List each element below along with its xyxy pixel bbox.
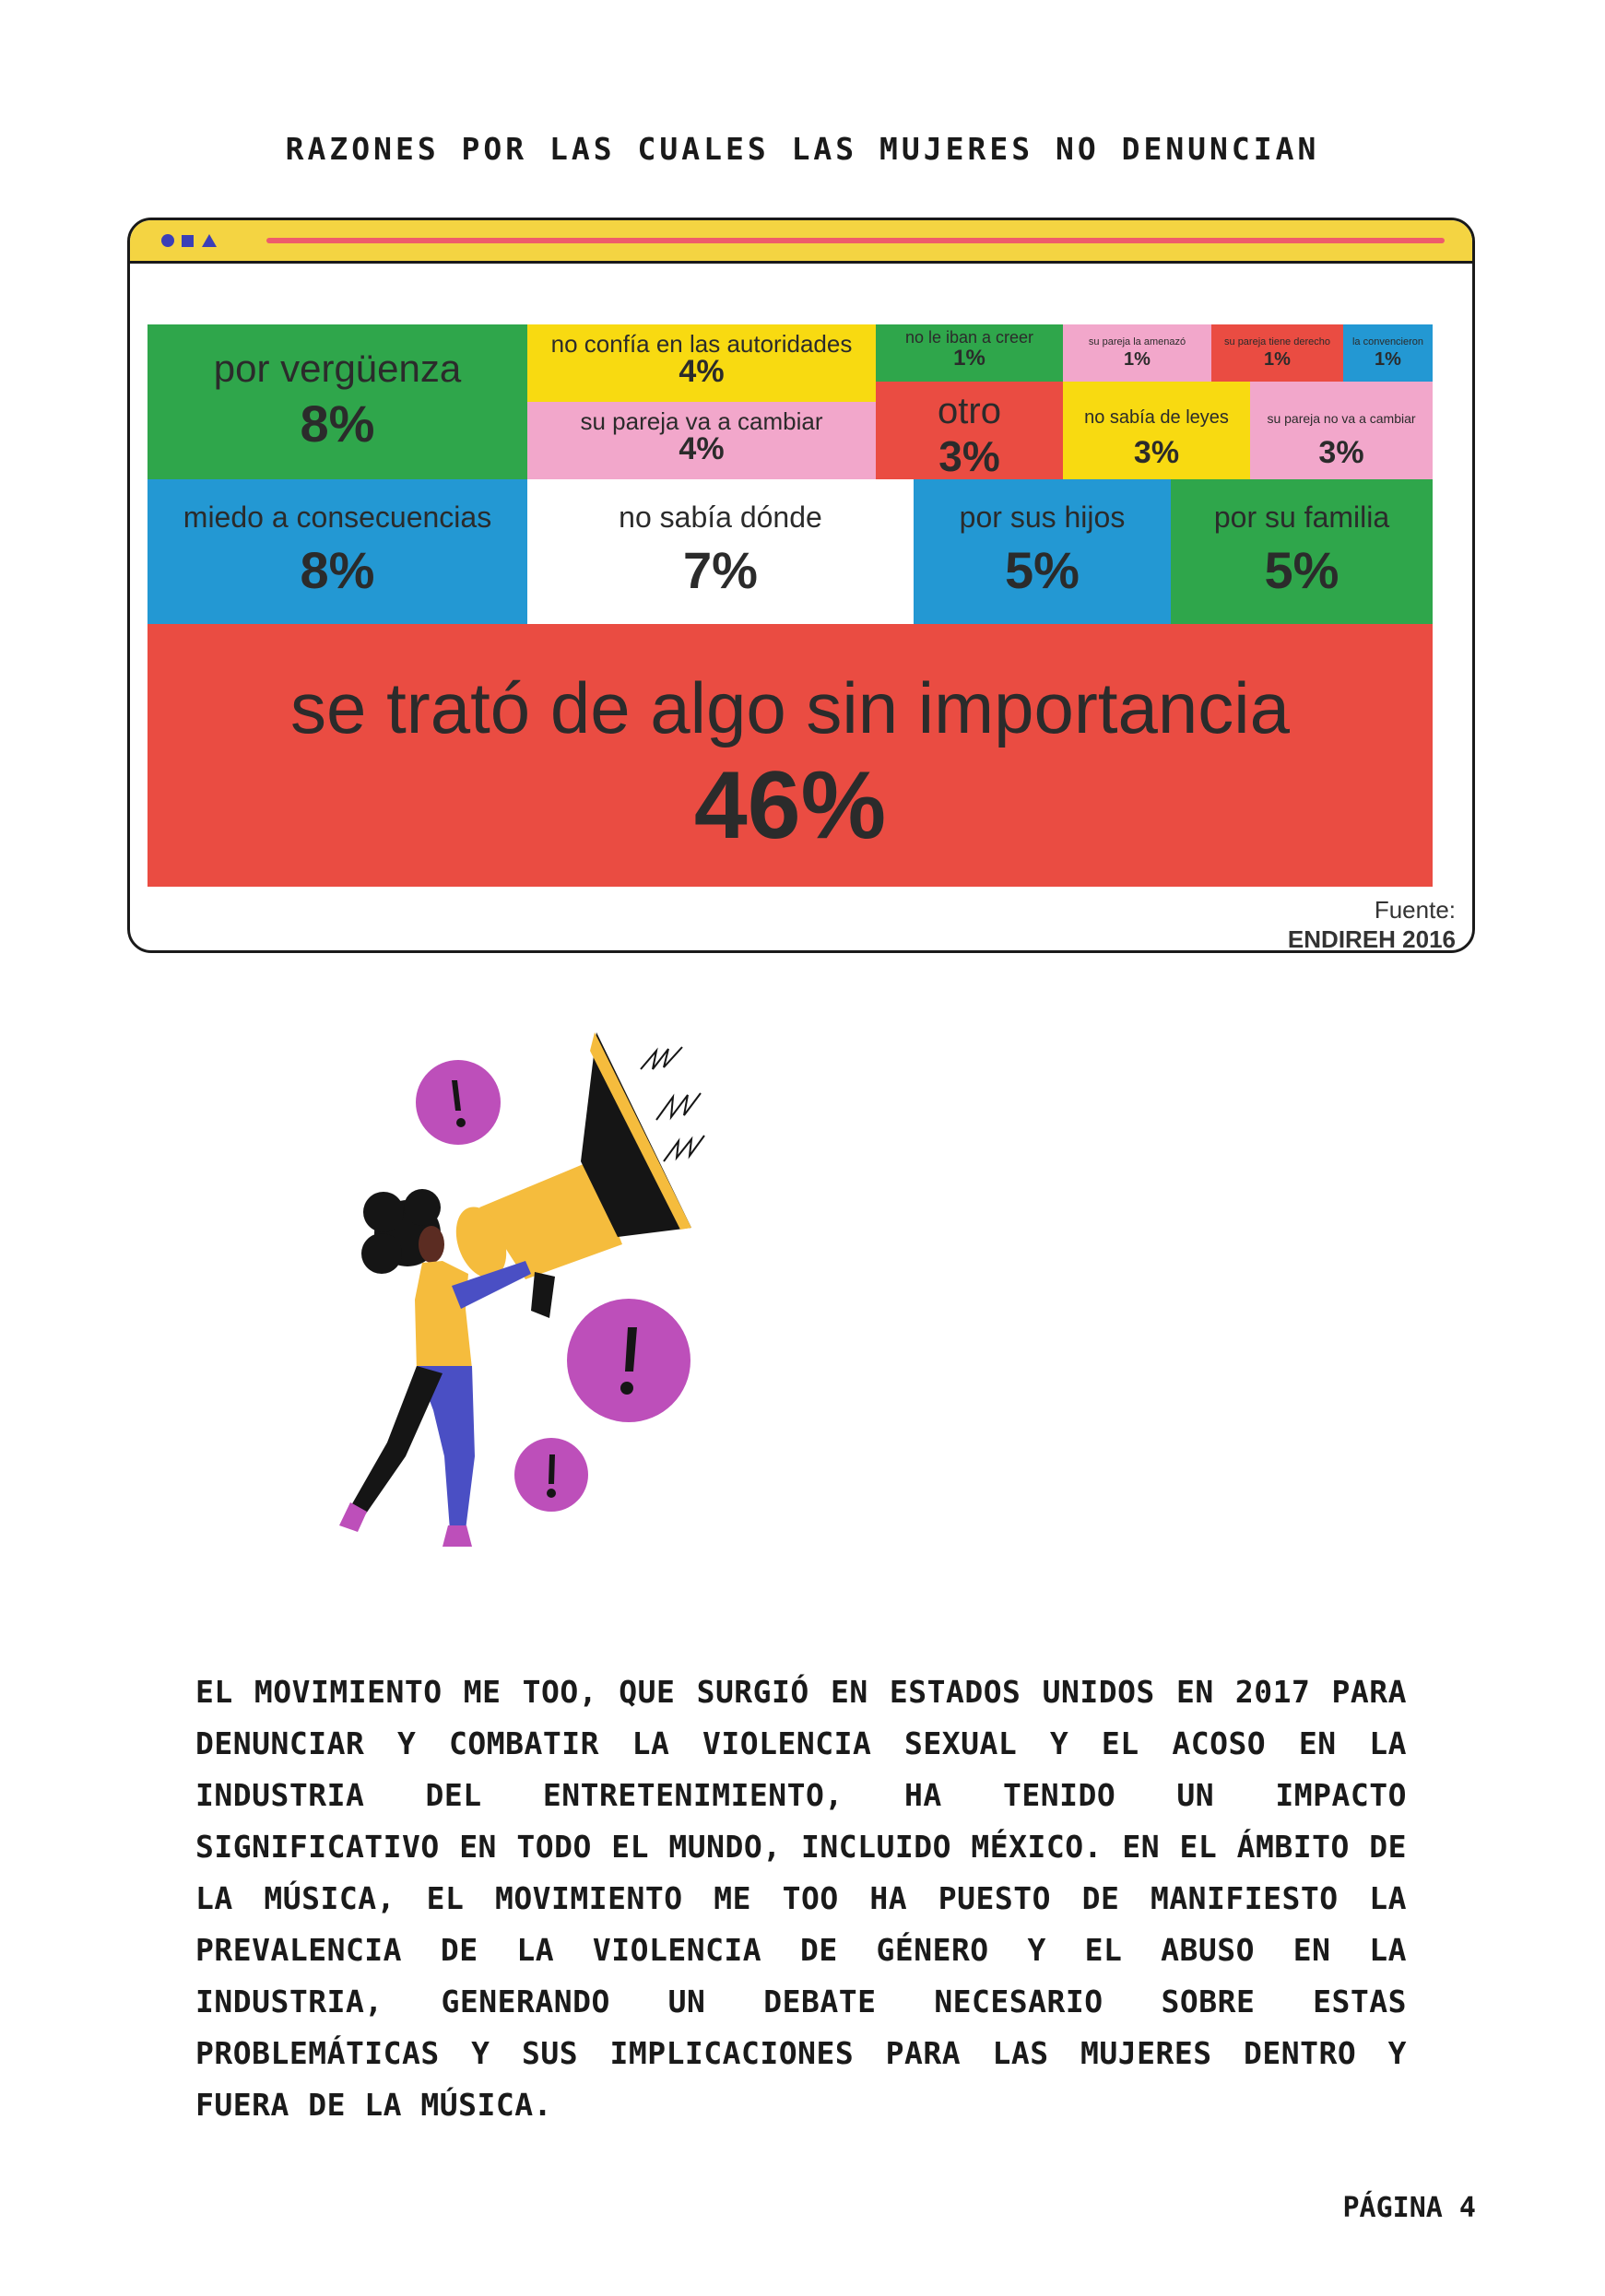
treemap-value: 8% xyxy=(301,394,375,453)
treemap-label: se trató de algo sin importancia xyxy=(290,667,1291,748)
treemap-label: por su familia xyxy=(1214,500,1390,534)
page-number: PÁGINA 4 xyxy=(1342,2192,1477,2224)
treemap-label: no sabía de leyes xyxy=(1084,407,1229,428)
treemap-value: 5% xyxy=(1265,541,1339,599)
treemap-tile-no-sabia-donde xyxy=(527,479,914,624)
treemap-value: 46% xyxy=(694,752,886,859)
treemap-label: otro xyxy=(938,391,1001,431)
treemap-label: no le iban a creer xyxy=(905,328,1033,347)
treemap-tile-su-pareja-va-a-cambiar xyxy=(527,402,876,479)
treemap-tile-por-sus-hijos xyxy=(914,479,1171,624)
treemap-value: 1% xyxy=(1124,349,1151,370)
treemap-label: su pareja no va a cambiar xyxy=(1267,411,1415,426)
square-icon xyxy=(182,235,194,247)
woman-figure xyxy=(339,1189,531,1547)
treemap-label: su pareja tiene derecho xyxy=(1224,336,1330,347)
window-title-bar xyxy=(130,220,1472,264)
treemap-value: 8% xyxy=(301,541,375,599)
woman-megaphone-illustration xyxy=(339,1032,705,1547)
treemap-label: su pareja la amenazó xyxy=(1089,336,1186,347)
treemap-tile-no-confia-en-las-autoridades xyxy=(527,324,876,402)
treemap-tile-otro xyxy=(876,382,1063,479)
treemap-value: 3% xyxy=(1134,435,1179,470)
treemap-tile-se-trato-de-algo-sin-importancia xyxy=(148,624,1433,887)
treemap-tile-miedo-a-consecuencias xyxy=(148,479,527,624)
treemap-tile-la-convencieron xyxy=(1343,324,1433,382)
exclamation-bubble-icon xyxy=(567,1299,690,1422)
treemap-tile-su-pareja-tiene-derecho xyxy=(1211,324,1343,382)
treemap-tile-no-sabia-de-leyes xyxy=(1063,382,1250,479)
treemap-label: no sabía dónde xyxy=(619,500,822,534)
treemap-value: 1% xyxy=(1264,349,1291,370)
treemap-label: por sus hijos xyxy=(960,500,1126,534)
title-bar-line xyxy=(266,238,1445,243)
treemap-value: 3% xyxy=(1318,435,1363,470)
megaphone-icon xyxy=(455,1032,691,1318)
source-value: ENDIREH 2016 xyxy=(1287,925,1456,953)
treemap-value: 5% xyxy=(1005,541,1080,599)
treemap-value: 1% xyxy=(953,346,985,371)
treemap-label: miedo a consecuencias xyxy=(183,500,491,534)
treemap-value: 3% xyxy=(938,432,999,480)
treemap-tile-por-su-familia xyxy=(1171,479,1433,624)
triangle-icon xyxy=(202,234,217,247)
treemap-tile-por-verguenza xyxy=(148,324,527,479)
treemap-label: no confía en las autoridades xyxy=(551,330,853,358)
treemap-tile-su-pareja-la-amenazo xyxy=(1063,324,1211,382)
exclamation-bubble-icon xyxy=(416,1060,501,1145)
sound-wave-icon xyxy=(640,1046,705,1162)
circle-icon xyxy=(161,234,174,247)
exclamation-bubble-icon xyxy=(514,1438,588,1512)
treemap-value: 7% xyxy=(683,541,758,599)
treemap-tile-su-pareja-no-va-a-cambiar xyxy=(1250,382,1433,479)
source-label: Fuente: xyxy=(1374,896,1456,924)
treemap-tile-no-le-iban-a-creer xyxy=(876,324,1063,382)
treemap-value: 4% xyxy=(679,431,724,466)
page-title: RAZONES POR LAS CUALES LAS MUJERES NO DE… xyxy=(285,131,1320,167)
treemap-value: 1% xyxy=(1375,349,1401,370)
treemap-value: 4% xyxy=(679,354,724,389)
treemap-label: la convencieron xyxy=(1352,336,1423,347)
treemap-label: su pareja va a cambiar xyxy=(580,407,822,435)
body-paragraph: EL MOVIMIENTO ME TOO, QUE SURGIÓ EN ESTA… xyxy=(195,1674,1407,2123)
treemap-label: por vergüenza xyxy=(214,347,462,390)
